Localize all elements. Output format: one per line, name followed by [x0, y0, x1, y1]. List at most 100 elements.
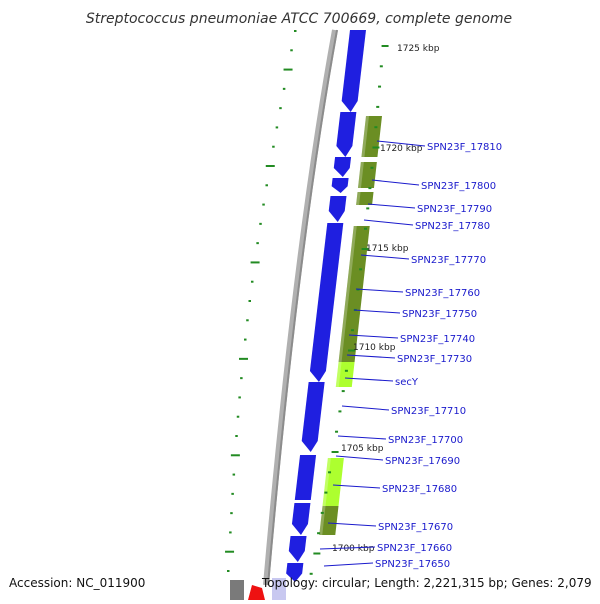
scale-tick — [324, 491, 328, 494]
gc-dot — [236, 415, 240, 418]
rna-feature — [248, 585, 265, 600]
gene-highlight — [343, 294, 350, 320]
leader-line — [335, 455, 384, 461]
leader-line — [346, 354, 396, 359]
gene-highlight — [356, 192, 361, 205]
scale-label: 1715 kbp — [366, 244, 409, 254]
scale-tick — [313, 552, 321, 555]
gc-dot — [235, 435, 238, 437]
leader-line — [353, 309, 401, 314]
leader-line — [341, 405, 390, 411]
gene-label: SPN23F_17750 — [402, 309, 477, 320]
gc-dot — [250, 261, 260, 264]
scale-tick — [361, 248, 369, 250]
scale-tick — [344, 369, 348, 372]
scale-tick — [331, 451, 339, 453]
scale-tick — [320, 511, 324, 514]
scale-label: 1705 kbp — [341, 444, 384, 454]
scale-tick — [347, 349, 355, 352]
gc-dot — [232, 473, 236, 476]
cds-arrow — [288, 536, 307, 562]
gene-highlight — [361, 116, 369, 157]
gene-highlight — [335, 362, 342, 387]
scale-tick — [378, 85, 382, 88]
backbone-track — [230, 29, 338, 600]
scale-label: 1710 kbp — [353, 343, 396, 353]
cds-arrow — [318, 262, 339, 300]
gene-highlight — [319, 506, 326, 535]
gene-label: SPN23F_17740 — [400, 334, 475, 345]
cds-track — [286, 30, 366, 582]
gene-block — [319, 506, 339, 535]
gene-label: SPN23F_17660 — [377, 543, 452, 554]
scale-tick — [381, 45, 389, 47]
scale-label: 1720 kbp — [380, 144, 423, 154]
gc-dot — [256, 242, 259, 245]
cds-stub — [272, 578, 286, 600]
cds-arrow — [333, 157, 352, 177]
gc-dot — [229, 531, 232, 534]
gene-label: SPN23F_17680 — [382, 484, 457, 495]
cds-arrow — [304, 382, 325, 415]
gc-dot — [282, 87, 286, 90]
gene-block — [346, 226, 370, 294]
gene-block — [340, 320, 360, 343]
gc-dot — [259, 222, 262, 225]
gene-highlight — [340, 320, 347, 343]
scale-tick — [350, 329, 354, 332]
gene-label: SPN23F_17810 — [427, 142, 502, 153]
scale-tick — [317, 532, 321, 535]
gc-dot — [225, 550, 235, 553]
leader-line — [332, 484, 381, 489]
leader-line — [344, 377, 394, 382]
leader-line — [360, 254, 410, 260]
scale-tick — [376, 105, 380, 108]
gene-label: secY — [395, 377, 419, 388]
leader-line — [376, 140, 426, 147]
scale-label: 1700 kbp — [332, 544, 375, 554]
scale-tick — [328, 471, 332, 474]
gc-dot — [238, 357, 248, 360]
leader-line — [367, 203, 416, 209]
scale-tick — [309, 572, 313, 575]
cds-arrow — [294, 455, 317, 500]
gc-dot — [262, 203, 265, 206]
gene-block — [356, 192, 374, 205]
cds-arrow — [336, 112, 357, 157]
gene-label: SPN23F_17770 — [411, 255, 486, 266]
gc-dot — [230, 454, 240, 457]
scale-tick — [363, 227, 367, 230]
gc-dot — [294, 30, 297, 32]
gc-dot — [275, 126, 279, 129]
gene-block — [322, 458, 344, 506]
gc-dot — [265, 165, 275, 167]
scale-ticks: 1725 kbp 1720 kbp 1715 kbp 1710 kbp 1705 kbp… — [309, 44, 440, 575]
leader-line — [319, 546, 376, 550]
map-title: Streptococcus pneumoniae ATCC 700669, co… — [86, 11, 512, 27]
backbone-stub — [230, 580, 244, 600]
leader-line — [323, 562, 374, 567]
backbone-line — [263, 29, 338, 586]
scale-tick — [366, 207, 370, 210]
gc-dot — [279, 107, 282, 110]
leader-line — [355, 288, 404, 293]
scale-tick — [379, 65, 383, 68]
gc-dot — [240, 377, 243, 380]
gene-label: SPN23F_17760 — [405, 288, 480, 299]
cds-arrow — [291, 503, 311, 535]
scale-label: 1725 kbp — [397, 44, 440, 54]
leader-line — [363, 219, 414, 226]
leader-line — [327, 522, 377, 527]
gc-dot — [230, 512, 233, 515]
gc-dot — [248, 300, 251, 302]
cds-arrow — [341, 30, 366, 112]
scale-tick — [359, 268, 363, 271]
gene-block — [338, 343, 357, 362]
gc-dot — [272, 145, 275, 148]
gene-label: SPN23F_17790 — [417, 204, 492, 215]
summary-text: Topology: circular; Length: 2,221,315 bp… — [261, 576, 592, 590]
gc-dot — [265, 184, 268, 187]
gene-labels: SPN23F_17810 SPN23F_17800 SPN23F_17790 SPN2… — [319, 140, 502, 570]
cds-arrow — [312, 300, 335, 345]
